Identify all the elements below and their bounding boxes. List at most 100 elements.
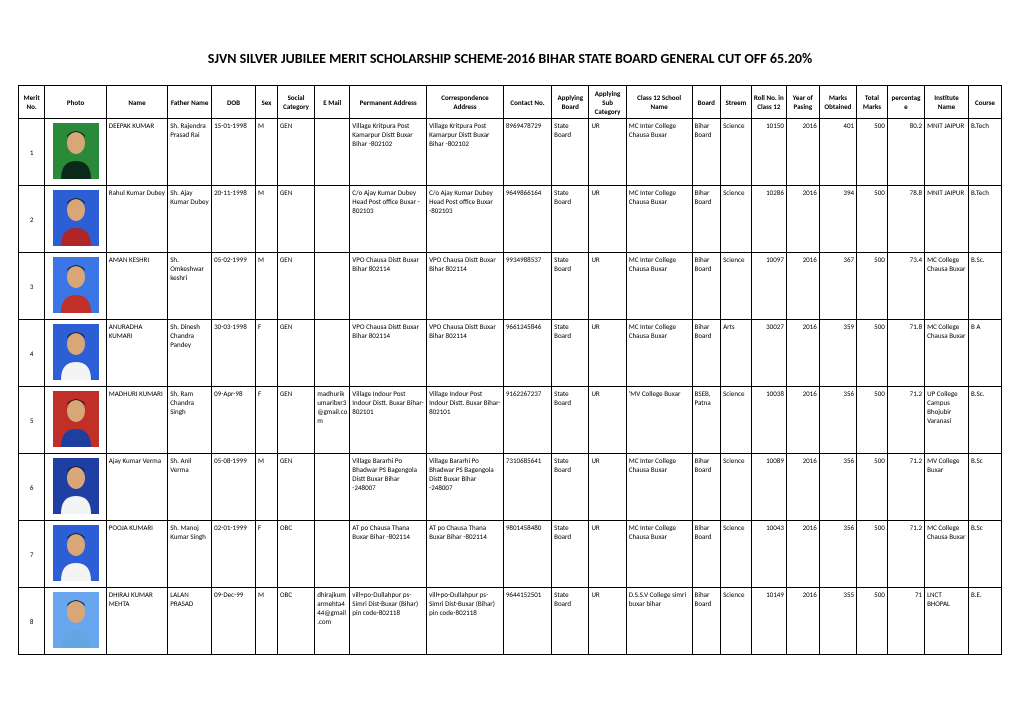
col-header: Applying Sub Category bbox=[589, 86, 626, 119]
col-header: Photo bbox=[45, 86, 106, 119]
cell bbox=[45, 186, 106, 253]
cell: 6 bbox=[19, 454, 45, 521]
cell: 500 bbox=[857, 320, 888, 387]
cell: State Board bbox=[552, 186, 589, 253]
cell: Science bbox=[721, 253, 752, 320]
cell: State Board bbox=[552, 387, 589, 454]
col-header: Merit No. bbox=[19, 86, 45, 119]
cell: Science bbox=[721, 387, 752, 454]
cell: GEN bbox=[277, 119, 314, 186]
cell: 500 bbox=[857, 588, 888, 655]
cell: B.E. bbox=[968, 588, 1001, 655]
cell: State Board bbox=[552, 253, 589, 320]
cell: 02-01-1999 bbox=[212, 521, 256, 588]
cell: State Board bbox=[552, 454, 589, 521]
cell: POOJA KUMARI bbox=[106, 521, 167, 588]
cell: OBC bbox=[277, 588, 314, 655]
photo-placeholder bbox=[53, 525, 99, 581]
cell: 'MV College Buxar bbox=[626, 387, 692, 454]
cell: State Board bbox=[552, 119, 589, 186]
cell: F bbox=[255, 387, 277, 454]
col-header: Board bbox=[692, 86, 721, 119]
cell bbox=[45, 253, 106, 320]
cell: MC Inter College Chausa Buxar bbox=[626, 320, 692, 387]
cell: Sh. Omkeshwar keshri bbox=[168, 253, 212, 320]
cell: Sh. Dinesh Chandra Pandey bbox=[168, 320, 212, 387]
cell: vill+po-Dullahpur ps-Simri Dist-Buxar (B… bbox=[427, 588, 504, 655]
cell: Science bbox=[721, 454, 752, 521]
cell: B.Tech bbox=[968, 186, 1001, 253]
cell: Sh. Ram Chandra Singh bbox=[168, 387, 212, 454]
cell: Rahul Kumar Dubey bbox=[106, 186, 167, 253]
cell: Village Indour Post Indour Distt. Buxar … bbox=[350, 387, 427, 454]
merit-table: Merit No.PhotoNameFather NameDOBSexSocia… bbox=[18, 85, 1002, 655]
cell: 5 bbox=[19, 387, 45, 454]
col-header: Total Marks bbox=[857, 86, 888, 119]
cell: Science bbox=[721, 119, 752, 186]
photo-placeholder bbox=[53, 458, 99, 514]
cell: VPO Chausa Distt Buxar Bihar 802114 bbox=[350, 320, 427, 387]
cell: MC College Chausa Buxar bbox=[925, 253, 969, 320]
cell: 05-02-1999 bbox=[212, 253, 256, 320]
cell: 394 bbox=[819, 186, 856, 253]
cell: Village Kritpura Post Kamarpur Distt Bux… bbox=[427, 119, 504, 186]
cell: 10286 bbox=[751, 186, 786, 253]
cell bbox=[45, 588, 106, 655]
cell: 401 bbox=[819, 119, 856, 186]
cell: GEN bbox=[277, 320, 314, 387]
cell: UR bbox=[589, 186, 626, 253]
cell: State Board bbox=[552, 320, 589, 387]
col-header: Marks Obtained bbox=[819, 86, 856, 119]
cell: Sh. Ajay Kumar Dubey bbox=[168, 186, 212, 253]
cell: 1 bbox=[19, 119, 45, 186]
cell: UR bbox=[589, 387, 626, 454]
cell: F bbox=[255, 320, 277, 387]
cell: 10149 bbox=[751, 588, 786, 655]
cell: MADHURI KUMARI bbox=[106, 387, 167, 454]
cell: 2016 bbox=[786, 454, 819, 521]
cell: 7 bbox=[19, 521, 45, 588]
photo-placeholder bbox=[53, 190, 99, 246]
col-header: Year of Pasing bbox=[786, 86, 819, 119]
table-row: 6 Ajay Kumar VermaSh. Anil Verma05-08-19… bbox=[19, 454, 1002, 521]
cell: MC Inter College Chausa Buxar bbox=[626, 454, 692, 521]
cell: Arts bbox=[721, 320, 752, 387]
cell: Village Bararhi Po Bhadwar PS Bagengola … bbox=[350, 454, 427, 521]
cell: MC Inter College Chausa Buxar bbox=[626, 253, 692, 320]
cell: 30027 bbox=[751, 320, 786, 387]
cell: VPO Chausa Distt Buxar Bihar 802114 bbox=[427, 320, 504, 387]
cell: 9801458480 bbox=[503, 521, 551, 588]
cell: Sh. Anil Verma bbox=[168, 454, 212, 521]
cell: 356 bbox=[819, 454, 856, 521]
cell bbox=[315, 521, 350, 588]
cell: MC Inter College Chausa Buxar bbox=[626, 186, 692, 253]
cell: 500 bbox=[857, 387, 888, 454]
cell bbox=[45, 521, 106, 588]
cell: 2016 bbox=[786, 588, 819, 655]
cell: vill+po-Dullahpur ps-Simri Dist-Buxar (B… bbox=[350, 588, 427, 655]
cell: 2016 bbox=[786, 387, 819, 454]
table-row: 4 ANURADHA KUMARISh. Dinesh Chandra Pand… bbox=[19, 320, 1002, 387]
cell: DEEPAK KUMAR bbox=[106, 119, 167, 186]
page-title: SJVN SILVER JUBILEE MERIT SCHOLARSHIP SC… bbox=[18, 50, 1002, 67]
cell: 73.4 bbox=[887, 253, 924, 320]
col-header: Correspondence Address bbox=[427, 86, 504, 119]
cell: dhirajkumarmehta444@gmail.com bbox=[315, 588, 350, 655]
cell: 05-08-1999 bbox=[212, 454, 256, 521]
cell: UR bbox=[589, 119, 626, 186]
cell: Village Kritpura Post Kamarpur Distt Bux… bbox=[350, 119, 427, 186]
cell: 500 bbox=[857, 454, 888, 521]
cell bbox=[315, 253, 350, 320]
cell: M bbox=[255, 253, 277, 320]
photo-placeholder bbox=[53, 257, 99, 313]
cell: C/o Ajay Kumar Dubey Head Post office Bu… bbox=[350, 186, 427, 253]
cell: UR bbox=[589, 521, 626, 588]
cell: M bbox=[255, 186, 277, 253]
cell: UR bbox=[589, 253, 626, 320]
photo-placeholder bbox=[53, 324, 99, 380]
cell: Bihar Board bbox=[692, 588, 721, 655]
cell: 9661245846 bbox=[503, 320, 551, 387]
cell: UR bbox=[589, 320, 626, 387]
cell: D.S.S.V College simri buxar bihar bbox=[626, 588, 692, 655]
table-row: 8 DHIRAJ KUMAR MEHTALALAN PRASAD09-Dec-9… bbox=[19, 588, 1002, 655]
